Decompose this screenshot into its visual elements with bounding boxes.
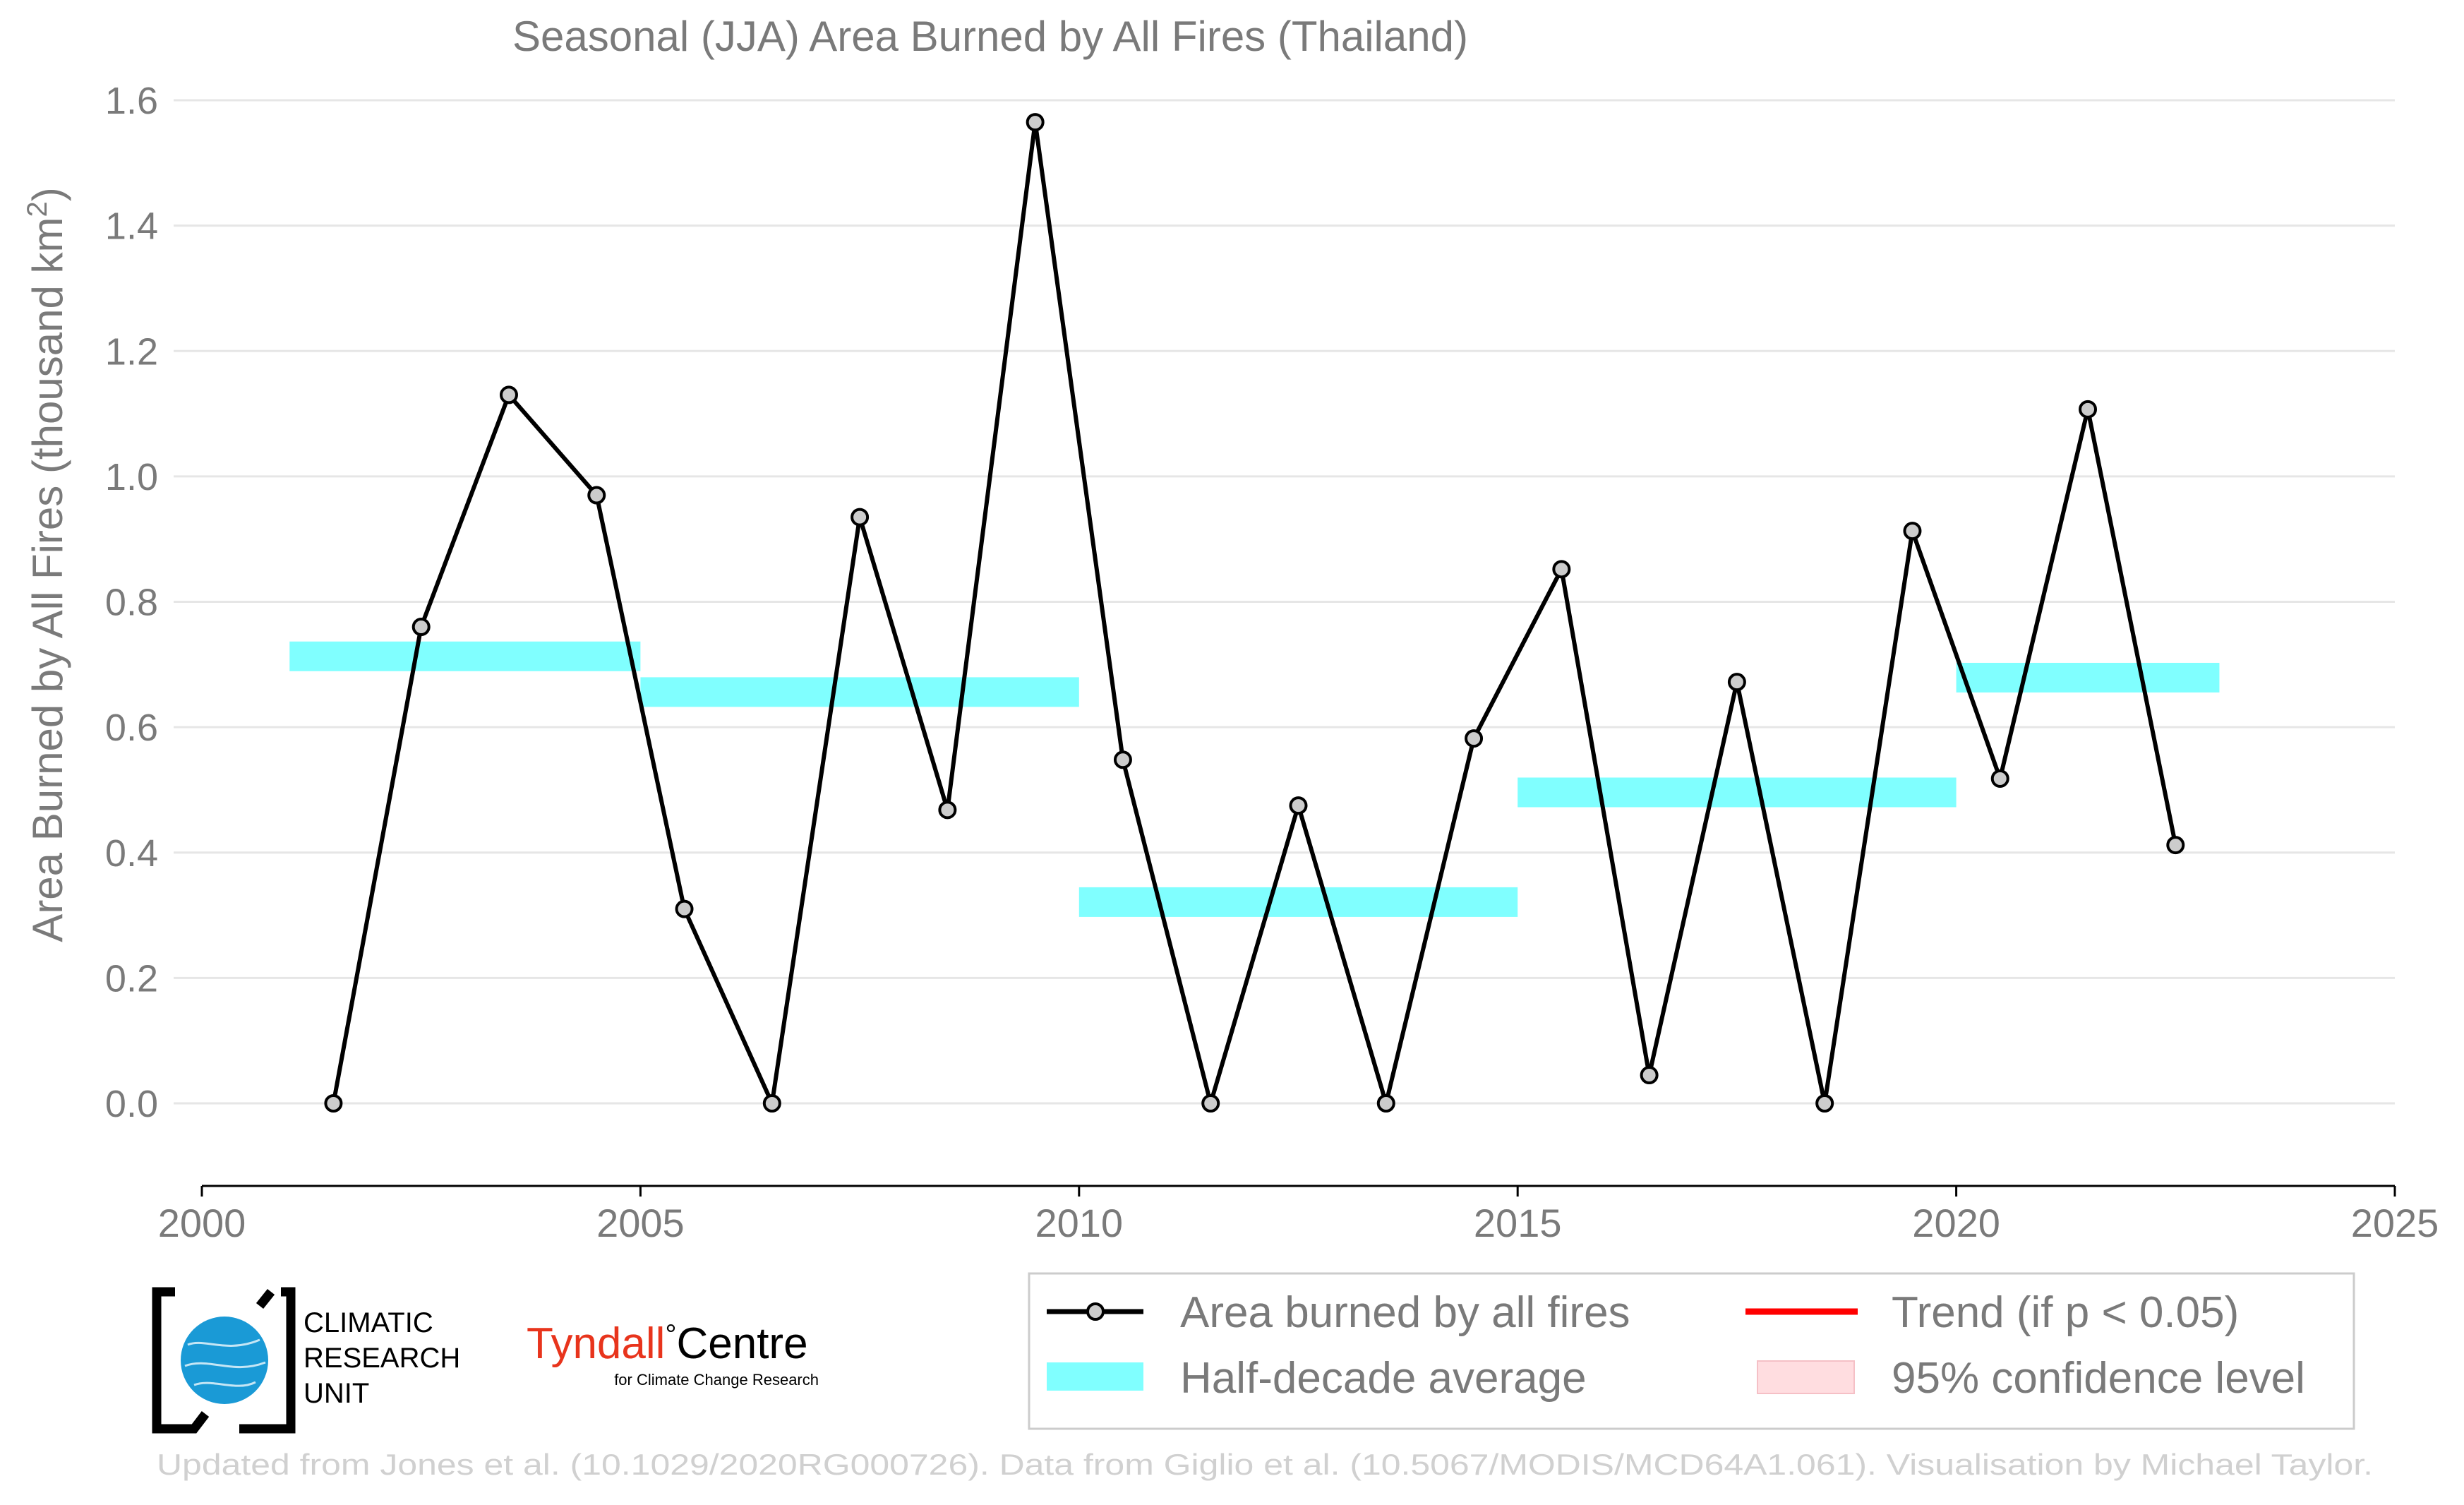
data-point-5 (762, 1094, 781, 1113)
data-point-8 (1026, 113, 1045, 132)
half-decade-bar-0 (289, 641, 641, 671)
cru-logo-left-bracket (152, 1287, 210, 1434)
data-point-20 (2079, 400, 2098, 419)
y-axis-label-superscript: 2 (22, 201, 53, 217)
cru-logo-line-2: RESEARCH (304, 1343, 460, 1374)
chart-title: Seasonal (JJA) Area Burned by All Fires … (512, 13, 1468, 60)
x-tick-label-4: 2020 (1912, 1201, 2000, 1245)
data-point-16 (1727, 673, 1746, 692)
data-point-4 (675, 899, 694, 918)
data-point-1 (411, 618, 431, 637)
data-point-11 (1289, 796, 1308, 815)
y-axis-label-end: ) (24, 187, 71, 201)
y-tick-label-8: 1.6 (105, 80, 158, 122)
y-tick-label-7: 1.4 (105, 205, 158, 248)
grid-layer (174, 99, 2395, 1105)
data-point-9 (1113, 750, 1132, 769)
half-decade-bar-1 (640, 677, 1079, 707)
y-tick-label-4: 0.8 (105, 582, 158, 624)
tyndall-degree: ° (665, 1319, 676, 1350)
data-point-18 (1903, 522, 1922, 541)
legend: Area burned by all fires Trend (if p < 0… (1028, 1272, 2355, 1430)
half-decade-bar-3 (1518, 777, 1957, 808)
y-tick-label-0: 0.0 (105, 1083, 158, 1125)
x-tick-label-0: 2000 (158, 1201, 246, 1245)
y-axis-label-main: Area Burned by All Fires (thousand km (24, 217, 71, 942)
tyndall-word: Tyndall (527, 1319, 665, 1368)
y-tick-label-3: 0.6 (105, 707, 158, 749)
data-point-14 (1552, 560, 1571, 579)
tyndall-logo: Tyndall°Centre for Climate Change Resear… (527, 1319, 819, 1389)
series-line (331, 120, 2178, 1105)
data-point-6 (851, 508, 870, 527)
legend-trend: Trend (if p < 0.05) (1892, 1288, 2239, 1337)
legend-half-decade: Half-decade average (1180, 1354, 1587, 1403)
data-point-7 (938, 801, 957, 820)
half-decade-bar-2 (1078, 887, 1518, 917)
data-point-10 (1201, 1094, 1220, 1113)
legend-confidence-swatch (1757, 1360, 1855, 1394)
half-decade-bar-4 (1956, 662, 2220, 692)
x-tick-label-5: 2025 (2351, 1201, 2439, 1245)
data-point-0 (324, 1094, 343, 1113)
data-point-13 (1465, 729, 1484, 748)
cru-globe-contours (184, 1338, 266, 1387)
tyndall-subtitle: for Climate Change Research (614, 1371, 819, 1389)
data-point-21 (2166, 836, 2185, 855)
data-point-17 (1815, 1094, 1834, 1113)
x-tick-label-1: 2005 (596, 1201, 685, 1245)
legend-box (1028, 1272, 2355, 1430)
y-tick-label-5: 1.0 (105, 456, 158, 498)
data-point-19 (1990, 769, 2009, 788)
y-tick-label-1: 0.2 (105, 957, 158, 1000)
tyndall-logo-wordmark: Tyndall°Centre (527, 1319, 808, 1368)
cru-logo-line-1: CLIMATIC (304, 1307, 433, 1338)
x-axis-ticks: 2000 2005 2010 2015 2020 2025 (158, 1186, 2439, 1245)
cru-globe-icon (181, 1317, 268, 1404)
cru-logo-right-bracket (239, 1287, 296, 1434)
data-point-15 (1640, 1066, 1659, 1085)
cru-logo: CLIMATIC RESEARCH UNIT (152, 1287, 460, 1434)
legend-confidence: 95% confidence level (1892, 1354, 2305, 1403)
cru-logo-bracket-notch (256, 1288, 275, 1309)
tyndall-centre-word: Centre (676, 1319, 807, 1368)
legend-half-decade-swatch (1047, 1362, 1143, 1391)
footer-attribution: Updated from Jones et al. (10.1029/2020R… (157, 1448, 2373, 1481)
data-point-12 (1376, 1094, 1395, 1113)
legend-area-burned: Area burned by all fires (1180, 1288, 1630, 1337)
series-markers (324, 113, 2185, 1113)
y-tick-labels: 0.0 0.2 0.4 0.6 0.8 1.0 1.2 1.4 1.6 (105, 80, 158, 1125)
cru-logo-line-3: UNIT (304, 1378, 369, 1409)
y-tick-label-6: 1.2 (105, 330, 158, 373)
y-tick-label-2: 0.4 (105, 832, 158, 875)
y-axis-label: Area Burned by All Fires (thousand km2) (22, 187, 71, 942)
legend-marker-swatch (1086, 1302, 1105, 1321)
half-decade-bars (289, 641, 2220, 917)
x-tick-label-2: 2010 (1035, 1201, 1124, 1245)
x-tick-label-3: 2015 (1474, 1201, 1562, 1245)
data-point-3 (587, 486, 606, 505)
data-point-2 (499, 385, 518, 404)
series-line-0 (331, 120, 2178, 1105)
